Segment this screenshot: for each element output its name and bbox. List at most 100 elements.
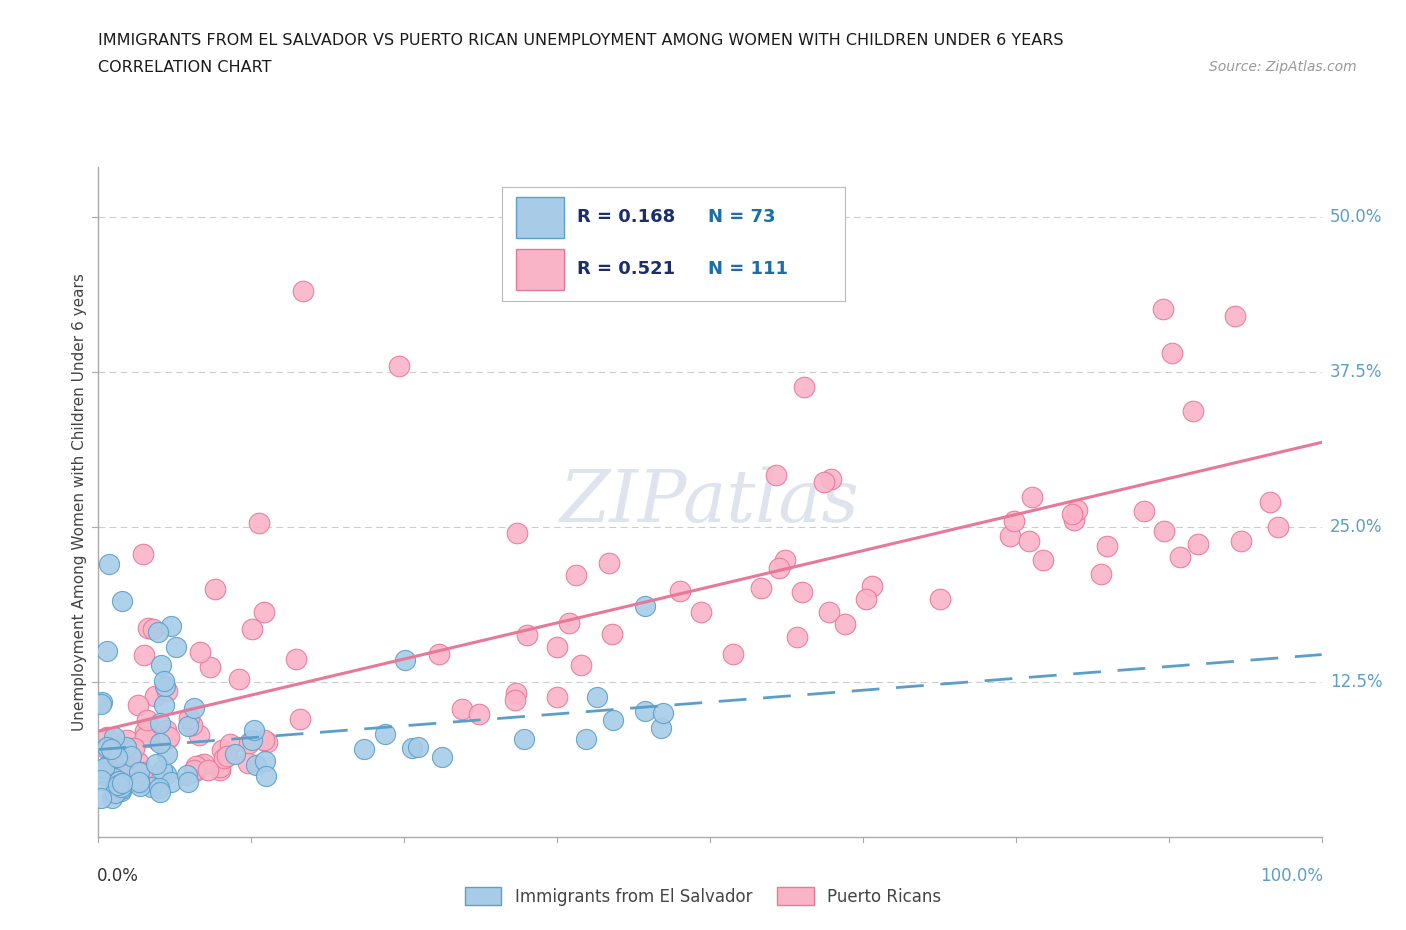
- Point: [139, 779, 162, 794]
- Point: [101, 790, 124, 805]
- Point: [115, 739, 138, 754]
- Point: [820, 472, 842, 486]
- Point: [1000, 529, 1022, 544]
- Point: [177, 711, 200, 725]
- Point: [103, 771, 125, 786]
- Point: [1168, 550, 1191, 565]
- Point: [149, 785, 172, 800]
- Point: [546, 689, 568, 704]
- Point: [792, 584, 814, 599]
- Point: [105, 775, 128, 790]
- Point: [513, 731, 536, 746]
- Point: [565, 567, 588, 582]
- Point: [91, 695, 114, 710]
- Point: [193, 757, 215, 772]
- Point: [243, 723, 266, 737]
- Point: [134, 724, 156, 738]
- Point: [157, 730, 180, 745]
- Point: [148, 736, 170, 751]
- Point: [1225, 309, 1247, 324]
- Point: [110, 781, 132, 796]
- Point: [1161, 346, 1184, 361]
- Point: [598, 556, 620, 571]
- Point: [188, 728, 211, 743]
- Point: [134, 729, 156, 744]
- Point: [127, 754, 149, 769]
- Point: [818, 604, 841, 619]
- Point: [115, 732, 138, 747]
- Point: [450, 701, 472, 716]
- Point: [208, 763, 231, 777]
- Point: [98, 557, 121, 572]
- Text: Source: ZipAtlas.com: Source: ZipAtlas.com: [1209, 60, 1357, 74]
- Point: [558, 616, 581, 631]
- Point: [155, 766, 177, 781]
- Point: [122, 740, 145, 755]
- Point: [1032, 553, 1054, 568]
- Point: [103, 730, 125, 745]
- Point: [292, 284, 315, 299]
- Text: 37.5%: 37.5%: [1330, 363, 1382, 381]
- Point: [105, 750, 128, 764]
- Point: [110, 780, 132, 795]
- Point: [254, 769, 277, 784]
- Point: [768, 560, 790, 575]
- Point: [224, 746, 246, 761]
- Point: [93, 761, 115, 776]
- Point: [256, 735, 278, 750]
- Point: [668, 583, 690, 598]
- Point: [505, 686, 527, 701]
- Point: [198, 659, 221, 674]
- Point: [127, 698, 149, 712]
- Point: [176, 718, 198, 733]
- Text: ZIPatlas: ZIPatlas: [560, 467, 860, 538]
- Point: [238, 736, 260, 751]
- Point: [107, 751, 129, 766]
- Point: [793, 379, 815, 394]
- Point: [929, 591, 952, 606]
- Point: [150, 763, 173, 777]
- Text: IMMIGRANTS FROM EL SALVADOR VS PUERTO RICAN UNEMPLOYMENT AMONG WOMEN WITH CHILDR: IMMIGRANTS FROM EL SALVADOR VS PUERTO RI…: [98, 33, 1064, 47]
- Point: [219, 737, 242, 752]
- Point: [208, 759, 231, 774]
- Point: [125, 768, 148, 783]
- Point: [108, 774, 131, 789]
- Point: [236, 756, 259, 771]
- Legend: Immigrants from El Salvador, Puerto Ricans: Immigrants from El Salvador, Puerto Rica…: [458, 881, 948, 912]
- Point: [1002, 513, 1025, 528]
- Text: 100.0%: 100.0%: [1260, 867, 1323, 885]
- Point: [813, 475, 835, 490]
- Point: [165, 640, 187, 655]
- Point: [157, 730, 180, 745]
- Point: [546, 639, 568, 654]
- Point: [156, 746, 179, 761]
- Point: [110, 783, 132, 798]
- Point: [128, 764, 150, 779]
- Point: [1230, 534, 1253, 549]
- Point: [111, 775, 134, 790]
- Point: [112, 751, 135, 766]
- Point: [1152, 301, 1174, 316]
- Point: [183, 701, 205, 716]
- Point: [176, 768, 198, 783]
- Point: [855, 591, 877, 606]
- Point: [634, 599, 657, 614]
- Point: [1182, 404, 1205, 418]
- Point: [142, 621, 165, 636]
- Point: [721, 647, 744, 662]
- Point: [610, 197, 633, 212]
- Point: [155, 723, 177, 737]
- Point: [650, 721, 672, 736]
- Point: [749, 581, 772, 596]
- Point: [183, 762, 205, 777]
- Point: [153, 674, 176, 689]
- Point: [651, 706, 673, 721]
- Point: [160, 618, 183, 633]
- Point: [120, 749, 142, 764]
- Point: [156, 684, 179, 698]
- Point: [125, 764, 148, 778]
- Point: [690, 604, 713, 619]
- Point: [104, 754, 127, 769]
- Point: [228, 671, 250, 686]
- Point: [153, 698, 176, 712]
